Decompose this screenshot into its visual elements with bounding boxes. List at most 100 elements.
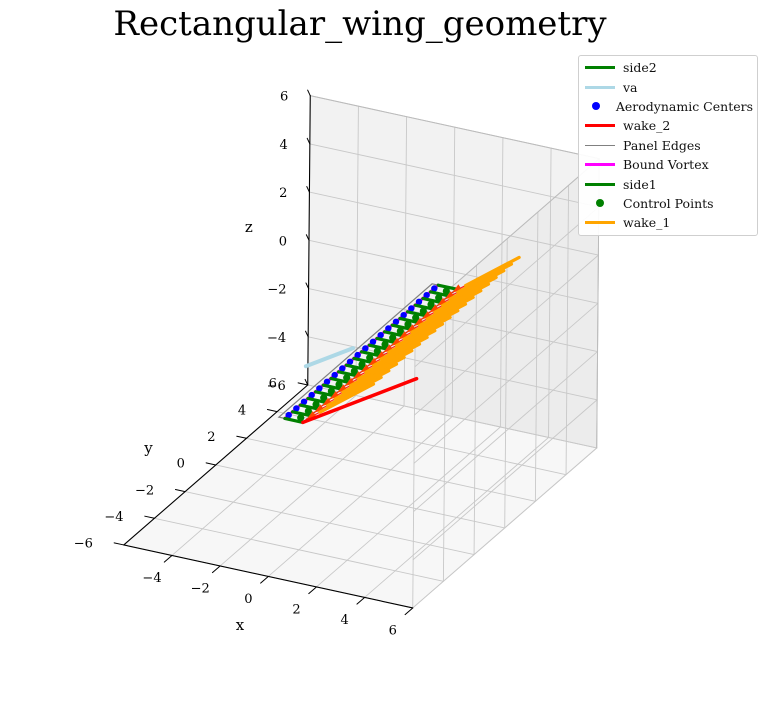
- wake-1-arrow: [394, 315, 452, 348]
- legend-swatch: [583, 182, 617, 186]
- aerodynamic-center: [339, 365, 346, 372]
- grid-line: [413, 254, 599, 416]
- aerodynamic-center: [362, 345, 369, 352]
- y-tick: [174, 489, 186, 493]
- legend-label: side2: [623, 60, 657, 76]
- x-tick-label: −4: [142, 571, 161, 586]
- aerodynamic-center: [316, 385, 323, 392]
- y-axis-label: y: [143, 439, 153, 457]
- control-point: [396, 327, 404, 335]
- legend-label: Aerodynamic Centers: [615, 98, 753, 114]
- side1-segment: [344, 363, 366, 371]
- side1-segment: [390, 323, 412, 331]
- wake-1-arrow: [448, 269, 506, 301]
- wake-1-arrow: [433, 282, 491, 314]
- z-tick: [305, 234, 310, 241]
- control-point: [350, 367, 358, 375]
- aerodynamic-center: [331, 371, 338, 379]
- z-tick-label: −6: [267, 379, 286, 394]
- legend-entry: side1: [583, 174, 753, 193]
- va-arrow: [303, 346, 356, 369]
- y-tick-label: 0: [177, 457, 185, 472]
- grid-line: [308, 288, 598, 352]
- control-point: [412, 314, 420, 322]
- chart-title: Rectangular_wing_geometry: [113, 4, 607, 44]
- aerodynamic-center: [423, 291, 430, 299]
- aerodynamic-center: [377, 331, 384, 339]
- grid-line: [413, 302, 599, 464]
- legend-label: Bound Vortex: [623, 157, 709, 173]
- aerodynamic-center: [346, 358, 354, 365]
- y-tick-label: 6: [269, 377, 277, 392]
- grid-line: [245, 437, 536, 502]
- wake-1-arrow: [440, 275, 498, 308]
- side1-segment: [283, 416, 305, 424]
- legend-entry: wake_2: [583, 116, 753, 135]
- z-tick-label: −2: [267, 283, 286, 298]
- control-point: [381, 340, 389, 349]
- grid-line: [412, 447, 598, 609]
- control-point: [427, 300, 435, 309]
- aerodynamic-center: [431, 285, 438, 292]
- control-point: [358, 360, 366, 369]
- control-point: [389, 334, 397, 342]
- z-tick: [305, 282, 310, 290]
- z-tick: [304, 378, 309, 386]
- grid-line: [307, 384, 598, 449]
- legend-swatch: [583, 163, 617, 167]
- grid-line: [413, 351, 598, 512]
- z-tick: [306, 137, 311, 145]
- side2-segment: [306, 396, 328, 404]
- grid-line: [153, 517, 444, 582]
- y-tick: [144, 515, 155, 519]
- wake-1-arrow: [326, 375, 383, 408]
- wake-1-arrow: [417, 295, 475, 328]
- aerodynamic-center: [285, 411, 292, 419]
- wake-1-arrow: [456, 262, 514, 294]
- z-axis-label: z: [245, 218, 253, 236]
- y-tick: [297, 382, 309, 386]
- control-point: [404, 320, 412, 329]
- legend-swatch: [583, 102, 610, 111]
- side2-segment: [352, 356, 374, 365]
- legend-entry: wake_1: [583, 213, 753, 232]
- x-tick-label: −2: [191, 581, 210, 596]
- legend-label: va: [623, 79, 638, 95]
- side1-segment: [359, 350, 382, 358]
- side1-segment: [313, 390, 336, 398]
- wake-1-arrow: [402, 309, 460, 341]
- wake-1-arrow: [341, 362, 399, 394]
- y-tick-label: −6: [74, 537, 93, 552]
- side2-segment: [367, 343, 389, 351]
- wake-1-arrow: [410, 302, 468, 334]
- aerodynamic-center: [293, 405, 300, 412]
- aerodynamic-center: [354, 351, 361, 359]
- legend-entry: Bound Vortex: [583, 155, 753, 174]
- side2-segment: [382, 330, 405, 338]
- aerodynamic-center: [300, 398, 308, 405]
- wake-1-arrow: [379, 329, 437, 361]
- wake-1-arrow: [387, 322, 445, 354]
- grid-line: [414, 206, 600, 368]
- grid-line: [412, 399, 598, 561]
- legend-swatch: [583, 66, 617, 70]
- y-tick: [266, 409, 278, 413]
- legend: side2 va Aerodynamic Centers wake_2 Panel Ed…: [578, 55, 758, 236]
- legend-entry: Panel Edges: [583, 136, 753, 155]
- side1-segment: [375, 336, 397, 345]
- grid-line: [308, 191, 599, 256]
- legend-swatch: [583, 221, 617, 225]
- wake-2-tip-line: [301, 376, 419, 425]
- y-tick: [236, 435, 247, 439]
- x-tick-label: 0: [244, 592, 252, 607]
- aerodynamic-center: [415, 298, 423, 306]
- control-point: [312, 400, 320, 409]
- z-tick-label: −4: [267, 331, 286, 346]
- control-point: [335, 380, 343, 389]
- side2-segment: [336, 370, 359, 378]
- aerodynamic-center: [408, 305, 415, 312]
- z-tick-label: 2: [279, 186, 287, 201]
- grid-line: [215, 464, 506, 529]
- side1-segment: [436, 283, 458, 291]
